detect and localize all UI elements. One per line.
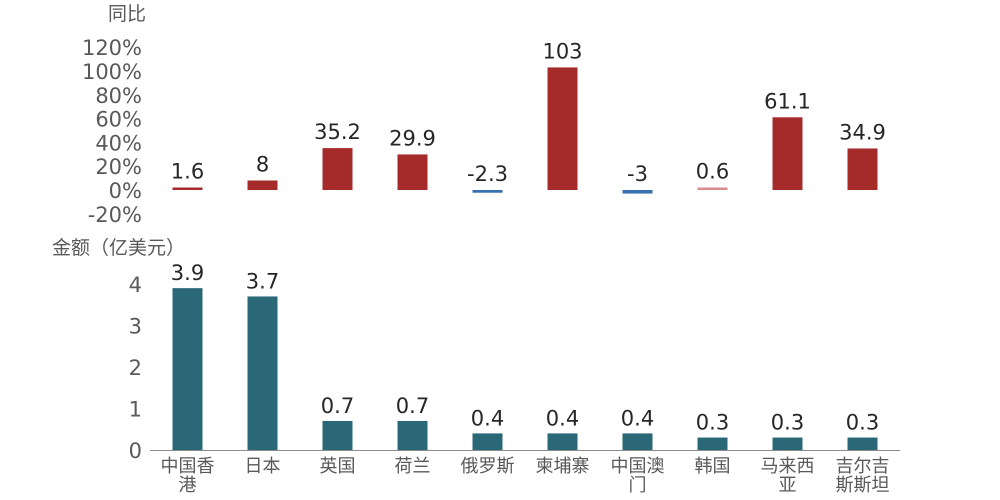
category-label: 荷兰 [395, 456, 431, 477]
yoy-bar [472, 190, 503, 193]
category-label: 中国澳 [611, 456, 665, 477]
yoy-y-tick-label: 20% [95, 155, 142, 179]
yoy-bar [247, 180, 278, 190]
yoy-data-label: 35.2 [314, 120, 361, 144]
amount-data-label: 0.3 [696, 411, 729, 435]
amount-bar [172, 288, 203, 450]
yoy-data-label: 1.6 [171, 160, 204, 184]
amount-bar [697, 437, 728, 450]
amount-panel: 金额（亿美元） 4 3 2 1 0 3.9 3.7 0.7 0.7 0.4 0.4 0.4 0.3 0.… [52, 237, 900, 496]
amount-y-tick-label: 4 [129, 273, 142, 297]
yoy-y-tick-label: 40% [95, 131, 142, 155]
amount-y-tick-label: 1 [129, 398, 142, 422]
yoy-bars [172, 67, 878, 194]
yoy-y-tick-label: 120% [82, 36, 142, 60]
category-label: 亚 [779, 475, 797, 496]
category-label: 门 [629, 475, 647, 496]
yoy-bar [622, 190, 653, 194]
amount-bar [547, 433, 578, 450]
amount-data-label: 0.7 [396, 394, 429, 418]
yoy-y-ticks: 120%100%80%60%40%20%0%-20% [82, 36, 142, 227]
yoy-bar [547, 67, 578, 190]
amount-bar [397, 420, 428, 450]
yoy-data-label: 29.9 [389, 126, 436, 150]
yoy-data-label: -2.3 [467, 162, 508, 186]
yoy-data-label: 61.1 [764, 89, 811, 113]
yoy-data-label: 0.6 [696, 160, 729, 184]
amount-y-tick-label: 0 [129, 439, 142, 463]
amount-bar [772, 437, 803, 450]
category-label: 韩国 [695, 456, 731, 477]
yoy-bar [397, 154, 428, 190]
yoy-y-tick-label: 100% [82, 60, 142, 84]
yoy-data-label: 103 [542, 39, 582, 63]
category-label: 马来西 [761, 456, 815, 477]
yoy-bar [322, 148, 353, 190]
category-label: 港 [179, 475, 197, 496]
amount-data-label: 0.4 [471, 406, 504, 430]
amount-bar [472, 433, 503, 450]
amount-y-tick-label: 2 [129, 356, 142, 380]
yoy-data-label: 8 [256, 152, 269, 176]
yoy-bar [697, 187, 728, 190]
yoy-y-tick-label: 0% [109, 179, 142, 203]
category-label: 中国香 [161, 456, 215, 477]
amount-bar [847, 437, 878, 450]
yoy-axis-title: 同比 [108, 3, 146, 25]
yoy-data-label: -3 [627, 162, 648, 186]
yoy-y-tick-label: -20% [88, 203, 142, 227]
category-label: 吉尔吉 [836, 456, 890, 477]
yoy-bar [772, 117, 803, 190]
amount-axis-title: 金额（亿美元） [52, 237, 185, 259]
category-label: 俄罗斯 [461, 456, 515, 477]
amount-bar [622, 433, 653, 450]
amount-bars [172, 288, 878, 450]
category-label: 英国 [320, 456, 356, 477]
amount-y-tick-label: 3 [129, 315, 142, 339]
yoy-panel: 同比 120%100%80%60%40%20%0%-20% 1.6 8 35.2 29… [82, 3, 886, 227]
amount-data-label: 3.9 [171, 261, 204, 285]
yoy-bar [172, 187, 203, 190]
category-label: 日本 [245, 456, 281, 477]
amount-data-label: 0.3 [846, 411, 879, 435]
amount-bar [247, 296, 278, 450]
yoy-y-tick-label: 80% [95, 84, 142, 108]
amount-data-label: 0.3 [771, 411, 804, 435]
amount-data-label: 0.7 [321, 394, 354, 418]
yoy-bar [847, 148, 878, 190]
amount-data-label: 0.4 [546, 406, 579, 430]
amount-data-labels: 3.9 3.7 0.7 0.7 0.4 0.4 0.4 0.3 0.3 0.3 [171, 261, 879, 434]
amount-bar [322, 420, 353, 450]
amount-data-label: 3.7 [246, 269, 279, 293]
amount-y-ticks: 4 3 2 1 0 [129, 273, 142, 463]
yoy-y-tick-label: 60% [95, 108, 142, 132]
category-label: 斯斯坦 [836, 475, 890, 496]
category-label: 柬埔寨 [536, 456, 590, 477]
yoy-data-label: 34.9 [839, 120, 886, 144]
yoy-data-labels: 1.6 8 35.2 29.9 -2.3 103 -3 0.6 61.1 34.9 [171, 39, 886, 186]
amount-data-label: 0.4 [621, 406, 654, 430]
